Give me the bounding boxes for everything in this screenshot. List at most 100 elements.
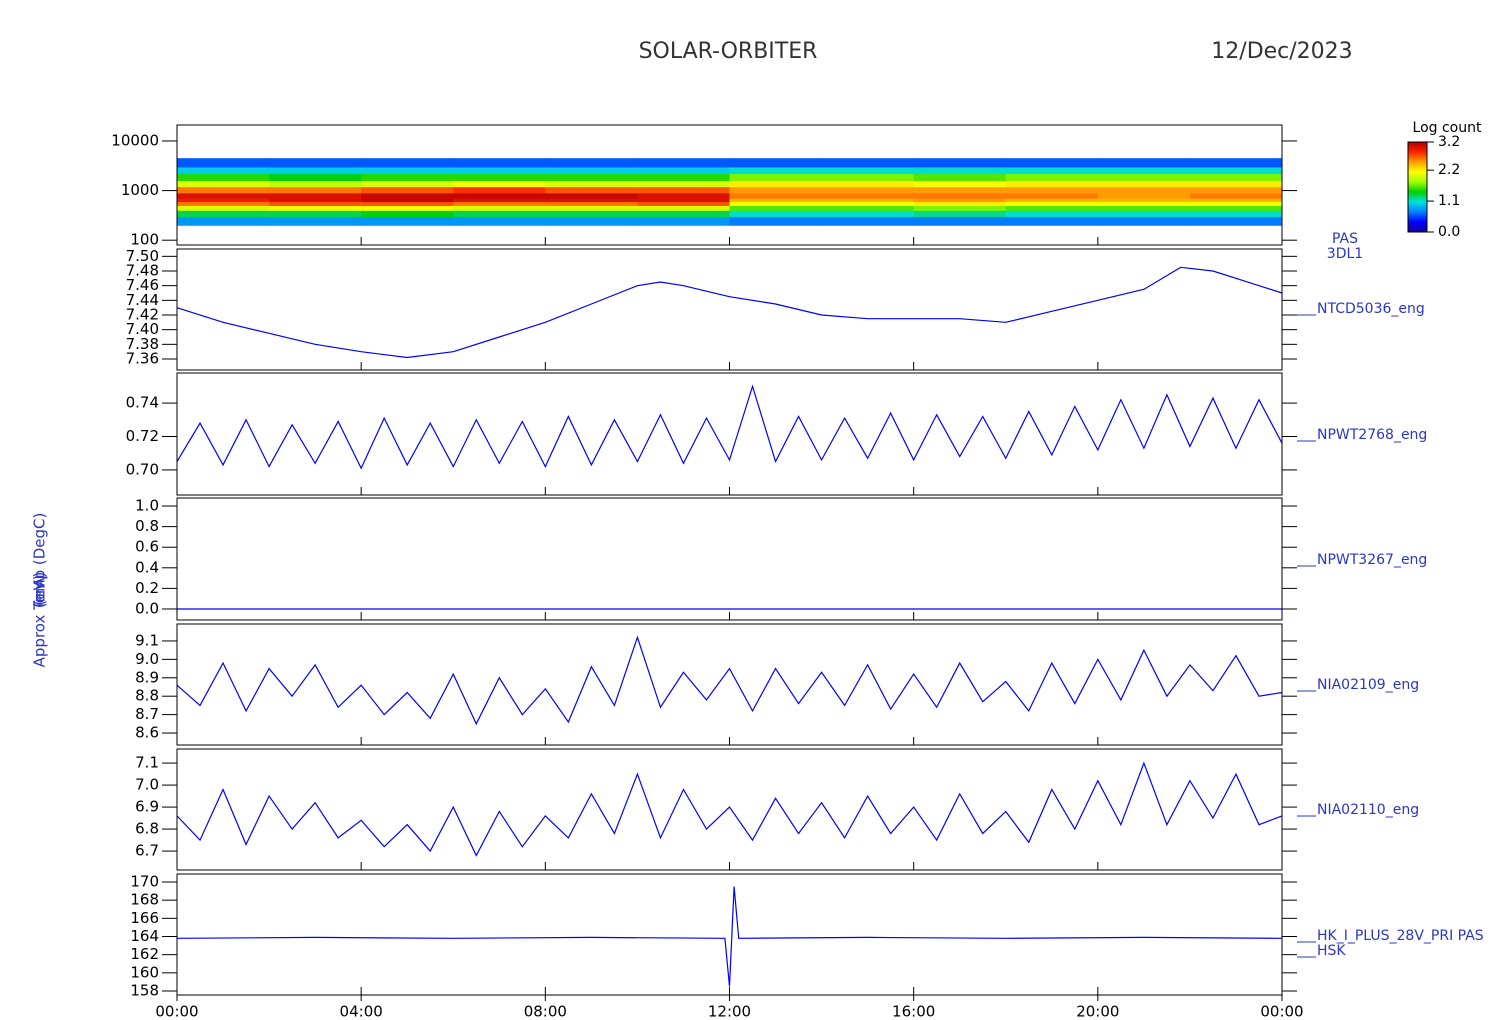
heat-cell — [1189, 186, 1283, 194]
heat-cell — [177, 198, 270, 203]
heat-cell — [729, 210, 823, 218]
y-axis-label: Approx Temp (DegC) — [31, 513, 49, 668]
heat-cell — [637, 180, 730, 188]
y-tick-label: 0.72 — [126, 427, 159, 445]
heat-cell — [269, 216, 362, 226]
heat-cell — [361, 201, 454, 207]
heat-cell — [637, 201, 730, 207]
heat-cell — [821, 210, 915, 218]
heat-cell — [729, 186, 823, 194]
y-tick-label: 6.7 — [135, 842, 159, 860]
heat-cell — [269, 173, 362, 181]
y-tick-label: 7.38 — [126, 335, 159, 353]
y-tick-label: 1.0 — [135, 497, 159, 515]
heat-cell — [269, 201, 362, 207]
heat-cell — [1005, 210, 1099, 218]
heat-cell — [177, 186, 270, 194]
panel-label: HK_I_PLUS_28V_PRI PAS — [1317, 928, 1484, 944]
heat-cell — [545, 186, 638, 194]
heat-cell — [177, 180, 270, 188]
colorbar-tick-label: 0.0 — [1438, 224, 1460, 240]
y-tick-label: 7.48 — [126, 262, 159, 280]
heat-cell — [637, 186, 730, 194]
y-tick-label: 8.8 — [135, 687, 159, 705]
heat-cell — [1005, 186, 1099, 194]
x-tick-label: 04:00 — [340, 1003, 383, 1020]
y-tick-label: 100 — [130, 231, 159, 249]
heat-cell — [1005, 205, 1099, 211]
heat-cell — [1097, 201, 1191, 207]
y-tick-label: 9.0 — [135, 650, 159, 668]
y-tick-label: 158 — [130, 982, 159, 1000]
heat-cell — [545, 158, 638, 168]
heat-cell — [821, 166, 915, 175]
y-tick-label: 6.8 — [135, 820, 159, 838]
heat-cell — [1097, 186, 1191, 194]
heat-cell — [821, 173, 915, 181]
heat-cell — [453, 201, 546, 207]
heat-cell — [361, 158, 454, 168]
colorbar-title: Log count — [1413, 120, 1482, 136]
panel-label: NIA02110_eng — [1317, 802, 1419, 818]
heat-cell — [361, 198, 454, 203]
heat-cell — [729, 166, 823, 175]
heat-cell — [913, 158, 1007, 168]
heat-cell — [269, 205, 362, 211]
y-tick-label: 0.0 — [135, 599, 159, 617]
y-tick-label: 8.6 — [135, 724, 159, 742]
y-tick-label: 7.1 — [135, 754, 159, 772]
chart-date: 12/Dec/2023 — [1211, 39, 1352, 64]
data-line — [176, 635, 1283, 726]
heat-cell — [269, 192, 362, 199]
heat-cell — [1189, 198, 1283, 203]
heat-cell — [821, 205, 915, 211]
heat-cell — [269, 158, 362, 168]
y-tick-label: 0.4 — [135, 558, 159, 576]
heat-cell — [821, 192, 915, 199]
heat-cell — [1097, 192, 1191, 199]
y-axis-label: (eV) — [31, 574, 49, 605]
y-tick-label: 0.8 — [135, 517, 159, 535]
heat-cell — [821, 216, 915, 226]
heat-cell — [453, 180, 546, 188]
heat-cell — [637, 173, 730, 181]
heat-cell — [269, 180, 362, 188]
heat-cell — [545, 205, 638, 211]
heat-cell — [729, 201, 823, 207]
heat-cell — [637, 192, 730, 199]
y-tick-label: 7.0 — [135, 776, 159, 794]
heat-cell — [1189, 205, 1283, 211]
heat-cell — [177, 210, 270, 218]
heat-cell — [1097, 210, 1191, 218]
y-tick-label: 6.9 — [135, 798, 159, 816]
y-axis-label: (mA) — [31, 572, 49, 609]
heat-cell — [637, 158, 730, 168]
heat-cell — [1097, 198, 1191, 203]
heat-cell — [361, 205, 454, 211]
heat-cell — [1097, 216, 1191, 226]
heat-cell — [1189, 192, 1283, 199]
y-tick-label: 0.74 — [126, 394, 159, 412]
heat-cell — [821, 186, 915, 194]
heat-cell — [361, 166, 454, 175]
heat-cell — [453, 192, 546, 199]
y-tick-label: 160 — [130, 963, 159, 981]
heat-cell — [821, 158, 915, 168]
panel-label: NIA02109_eng — [1317, 677, 1419, 693]
x-tick-label: 12:00 — [708, 1003, 751, 1020]
heat-cell — [1189, 210, 1283, 218]
heat-cell — [1189, 166, 1283, 175]
y-tick-label: 7.40 — [126, 320, 159, 338]
heat-cell — [821, 180, 915, 188]
y-tick-label: 9.1 — [135, 631, 159, 649]
y-tick-label: 8.9 — [135, 668, 159, 686]
heat-cell — [269, 198, 362, 203]
heat-cell — [729, 173, 823, 181]
heat-cell — [361, 216, 454, 226]
y-tick-label: 0.6 — [135, 538, 159, 556]
heat-cell — [177, 173, 270, 181]
heat-cell — [1189, 216, 1283, 226]
y-tick-label: 7.46 — [126, 276, 159, 294]
heat-cell — [637, 198, 730, 203]
x-tick-label: 00:00 — [1260, 1003, 1303, 1020]
